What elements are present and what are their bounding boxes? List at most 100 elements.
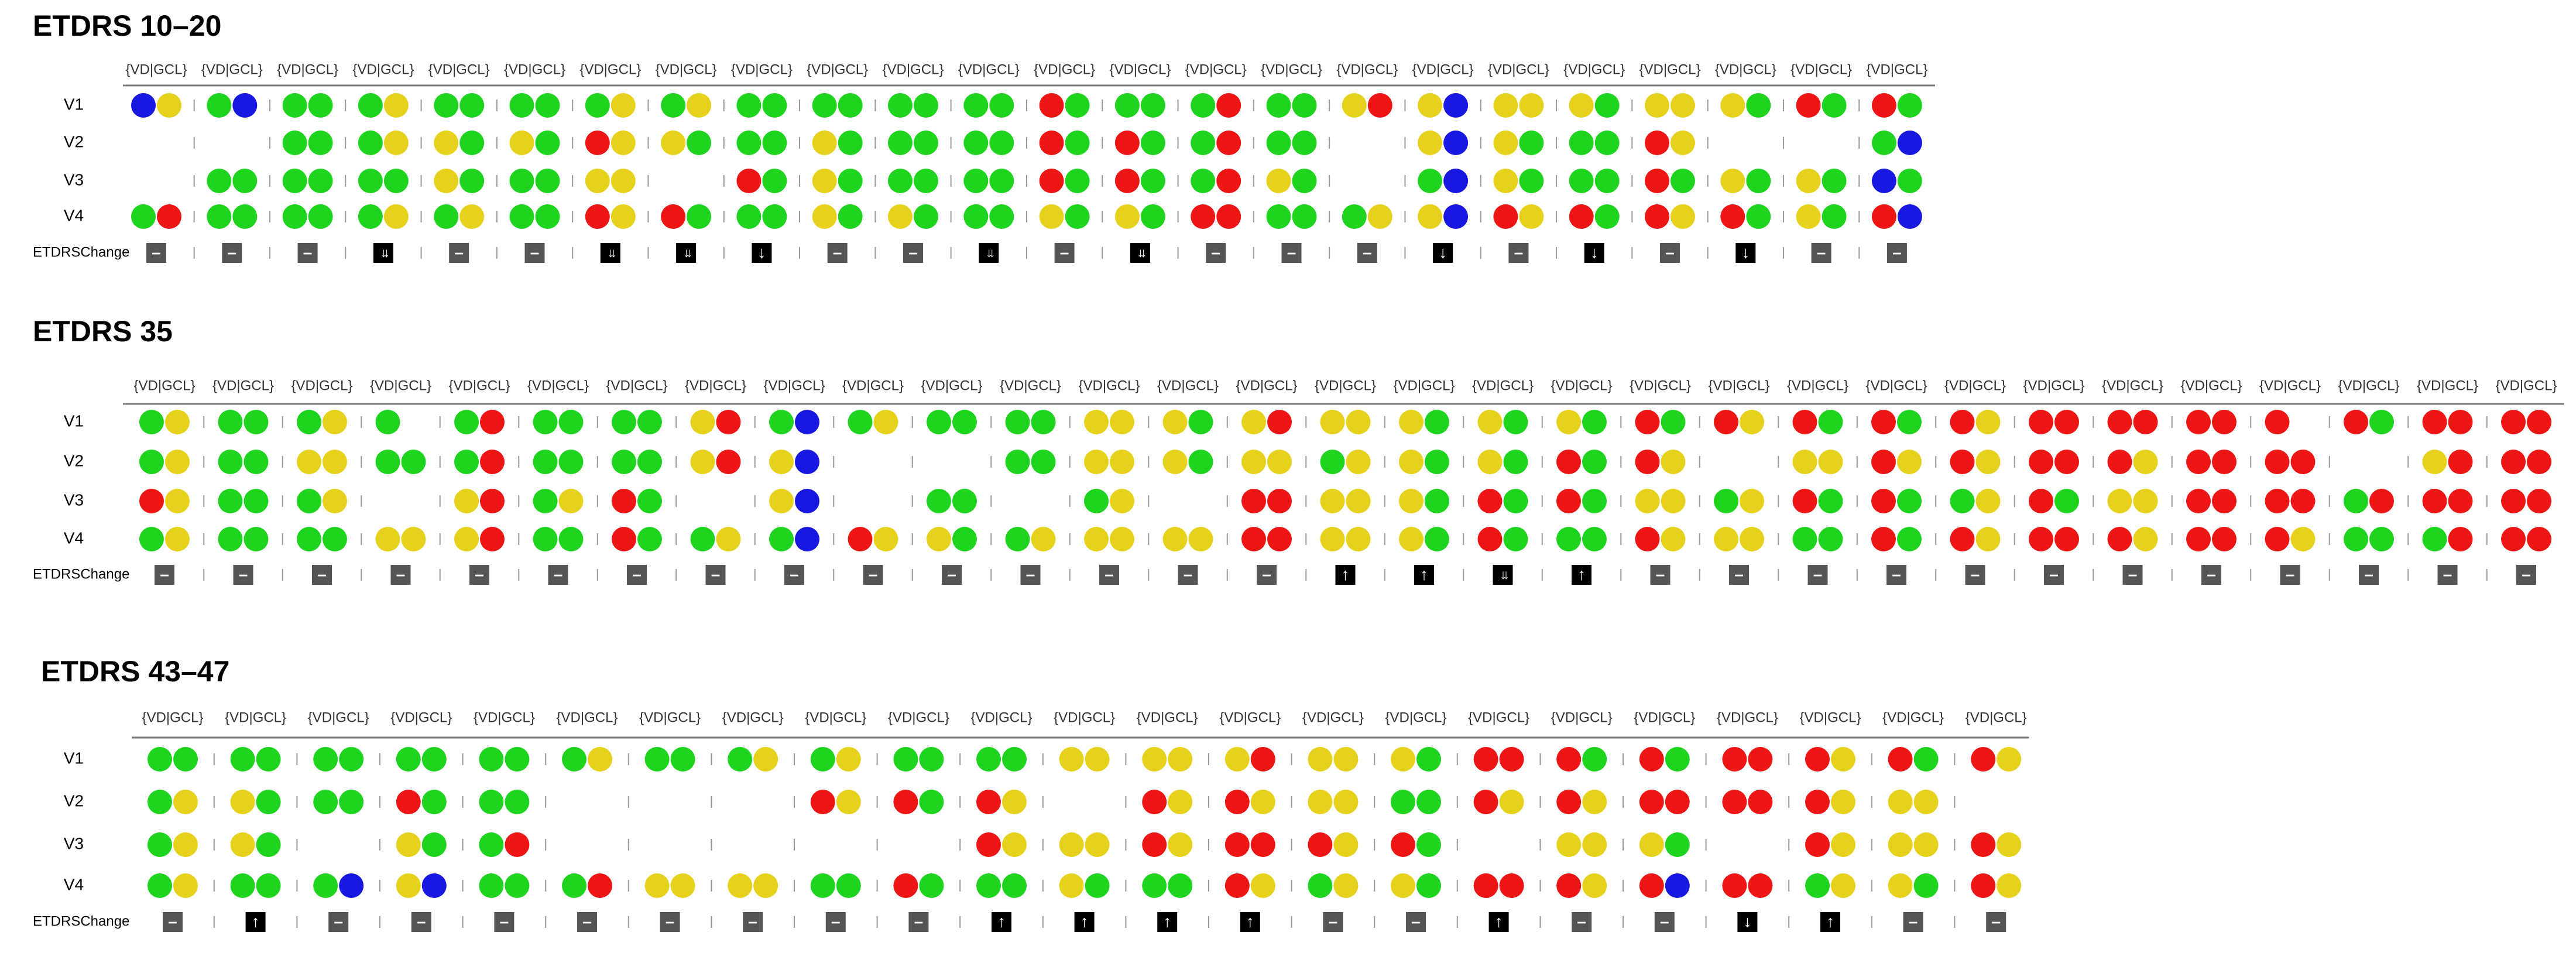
change-box <box>373 243 393 263</box>
status-dot <box>1888 873 1913 898</box>
status-dot <box>282 131 307 155</box>
change-symbol: – <box>1026 565 1035 583</box>
column-header: {VD|GCL} <box>656 61 717 77</box>
column-header: {VD|GCL} <box>1866 61 1927 77</box>
status-dot <box>375 527 400 551</box>
status-dot <box>1114 204 1140 229</box>
status-dot <box>989 169 1014 193</box>
status-dot <box>282 169 307 193</box>
change-box <box>660 912 680 932</box>
change-symbol: – <box>2522 565 2531 583</box>
status-dot <box>1168 873 1193 898</box>
status-dot <box>480 527 505 551</box>
status-dot <box>1473 790 1498 814</box>
change-symbol: – <box>168 912 177 930</box>
change-box <box>1433 243 1453 263</box>
status-dot <box>2527 527 2551 551</box>
change-box <box>1660 243 1680 263</box>
change-symbol: – <box>748 912 757 930</box>
status-dot <box>610 204 636 229</box>
status-dot <box>637 450 662 474</box>
column-header: {VD|GCL} <box>1185 61 1247 77</box>
status-dot <box>893 873 918 898</box>
status-dot <box>1639 790 1664 814</box>
change-box <box>1572 565 1591 585</box>
column-header: {VD|GCL} <box>2259 378 2321 393</box>
status-dot <box>1346 450 1371 474</box>
change-symbol: ↑ <box>1163 912 1171 930</box>
row-label: V2 <box>64 132 84 150</box>
change-box <box>1178 565 1198 585</box>
status-dot <box>1114 131 1140 155</box>
status-dot <box>1333 790 1359 814</box>
change-box <box>2044 565 2064 585</box>
status-dot <box>2527 410 2551 434</box>
column-header: {VD|GCL} <box>504 61 565 77</box>
status-dot <box>1416 747 1441 772</box>
status-dot <box>1168 747 1193 772</box>
status-dot <box>207 93 232 118</box>
status-dot <box>1519 93 1544 118</box>
status-dot <box>323 489 347 513</box>
change-box <box>1584 243 1604 263</box>
change-box <box>1729 565 1749 585</box>
status-dot <box>1399 489 1424 513</box>
status-dot <box>533 489 558 513</box>
row-label: V1 <box>64 95 84 113</box>
status-dot <box>1720 93 1745 118</box>
status-dot <box>1002 790 1027 814</box>
panel-title: ETDRS 43–47 <box>41 655 229 688</box>
status-dot <box>1292 131 1317 155</box>
change-symbol: ↑ <box>1420 565 1428 583</box>
column-header: {VD|GCL} <box>606 378 668 393</box>
change-box <box>297 243 318 263</box>
change-symbol: – <box>239 565 248 583</box>
status-dot <box>230 790 255 814</box>
status-dot <box>148 790 172 814</box>
change-box <box>1650 565 1671 585</box>
status-dot <box>308 131 333 155</box>
status-dot <box>952 527 977 551</box>
status-dot <box>131 93 156 118</box>
change-box <box>524 243 545 263</box>
column-header: {VD|GCL} <box>1472 378 1534 393</box>
row-label: V2 <box>64 451 84 469</box>
column-header: {VD|GCL} <box>2102 378 2163 393</box>
change-box <box>979 243 999 263</box>
column-header: {VD|GCL} <box>1385 709 1447 725</box>
status-dot <box>2186 527 2211 551</box>
change-symbol: – <box>1656 565 1665 583</box>
status-dot <box>218 410 243 434</box>
column-header: {VD|GCL} <box>1709 378 1770 393</box>
column-header: {VD|GCL} <box>277 61 338 77</box>
column-header: {VD|GCL} <box>731 61 793 77</box>
status-dot <box>1342 204 1367 229</box>
status-dot <box>612 410 636 434</box>
status-dot <box>434 204 459 229</box>
status-dot <box>1897 169 1922 193</box>
status-dot <box>2290 527 2316 551</box>
status-dot <box>1831 747 1855 772</box>
change-box <box>1508 243 1529 263</box>
change-label: ETDRSChange <box>33 244 129 260</box>
status-dot <box>1671 169 1695 193</box>
change-box <box>312 565 332 585</box>
status-dot <box>769 410 794 434</box>
status-dot <box>1443 169 1469 193</box>
column-header: {VD|GCL} <box>1412 61 1474 77</box>
change-symbol: ↑ <box>1081 912 1089 930</box>
status-dot <box>535 169 560 193</box>
change-symbol: – <box>2128 565 2138 583</box>
status-dot <box>1346 489 1371 513</box>
status-dot <box>2107 450 2132 474</box>
column-header: {VD|GCL} <box>428 61 490 77</box>
change-box <box>743 912 763 932</box>
status-dot <box>1191 131 1216 155</box>
status-dot <box>1822 93 1847 118</box>
change-box <box>752 243 772 263</box>
status-dot <box>1114 93 1140 118</box>
status-dot <box>2448 410 2473 434</box>
status-dot <box>1582 747 1607 772</box>
status-dot <box>1897 93 1922 118</box>
status-dot <box>173 790 198 814</box>
